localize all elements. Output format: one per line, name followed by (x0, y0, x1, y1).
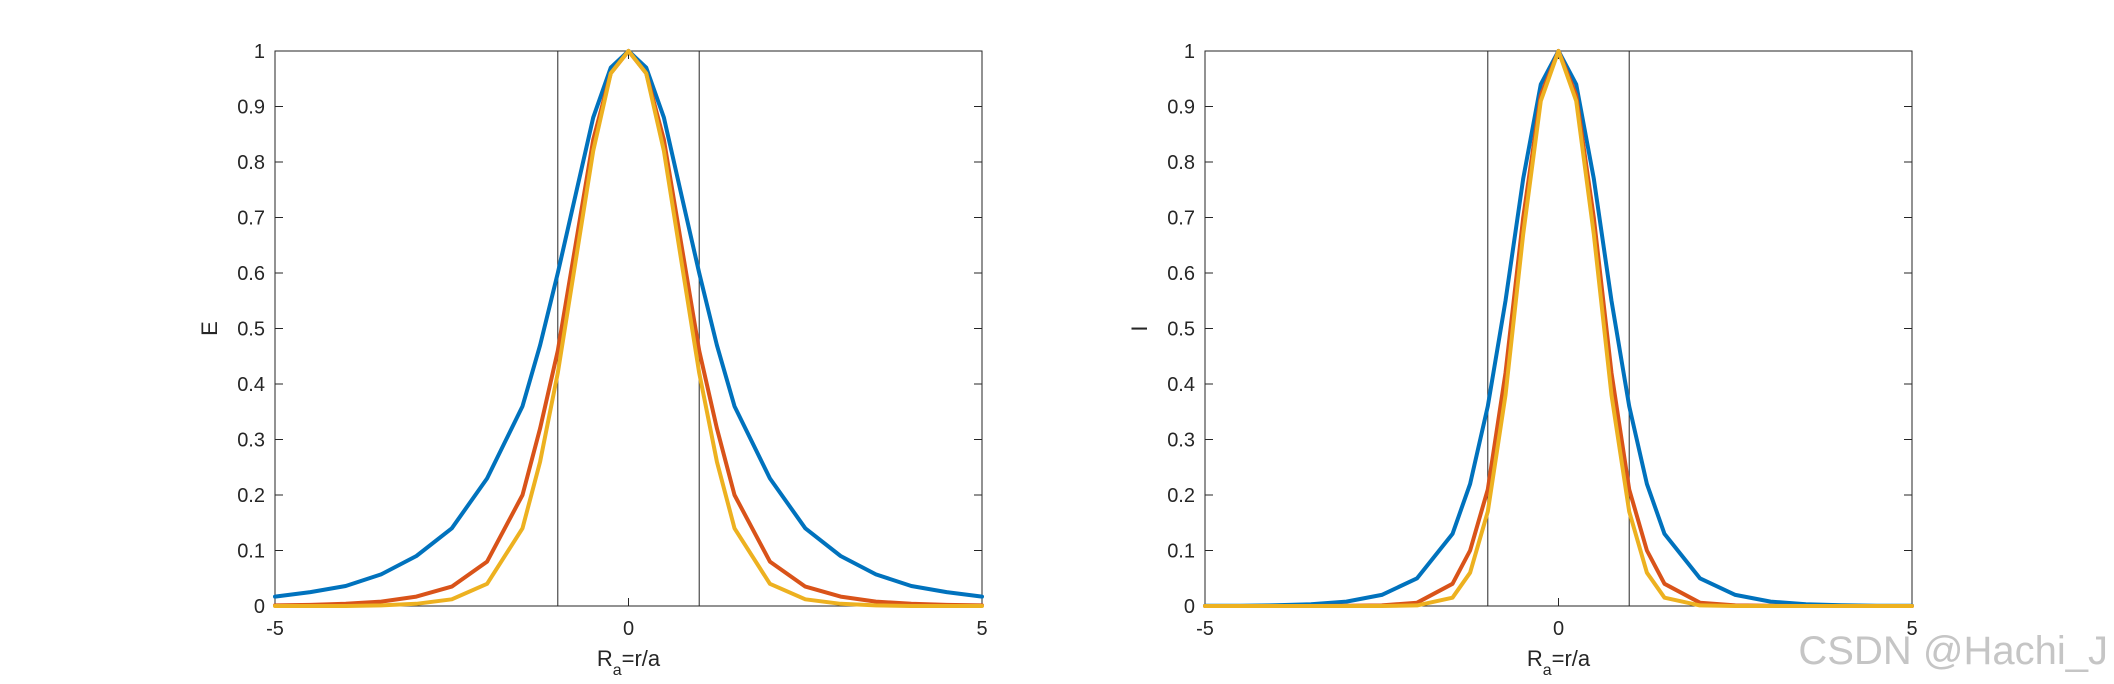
series-line-2 (1203, 49, 1914, 608)
x-tick-label: -5 (266, 618, 284, 640)
y-tick-label: 1 (1184, 41, 1195, 63)
y-tick-label: 0 (254, 596, 265, 618)
x-axis-label-subscript: a (613, 662, 622, 679)
y-tick-label: 0.4 (237, 374, 265, 396)
x-tick-label: 5 (1906, 618, 1917, 640)
y-tick-label: 0.9 (1167, 97, 1195, 119)
y-tick-label: 0.5 (237, 319, 265, 341)
y-axis-label: E (197, 321, 222, 336)
y-tick-label: 0.9 (237, 97, 265, 119)
y-tick-label: 0.7 (1167, 208, 1195, 230)
y-tick-label: 0.6 (237, 263, 265, 285)
x-tick-label: 0 (623, 618, 634, 640)
series-line-3 (1203, 49, 1914, 608)
x-tick-label: -5 (1196, 618, 1214, 640)
series-line-1 (1203, 49, 1914, 608)
y-tick-label: 0.3 (1167, 430, 1195, 452)
x-axis-label: Ra=r/a (1527, 646, 1591, 679)
y-tick-label: 0.5 (1167, 319, 1195, 341)
x-axis-label-main: R (1527, 646, 1543, 671)
x-tick-label: 0 (1553, 618, 1564, 640)
y-tick-label: 1 (254, 41, 265, 63)
x-axis-label-rest: =r/a (1552, 646, 1591, 671)
x-axis-label-rest: =r/a (622, 646, 661, 671)
y-tick-label: 0.3 (237, 430, 265, 452)
axes-box (1204, 50, 1913, 607)
y-tick-label: 0.2 (1167, 485, 1195, 507)
y-tick-label: 0.8 (1167, 152, 1195, 174)
y-tick-label: 0 (1184, 596, 1195, 618)
series-line-3 (273, 49, 984, 608)
series-line-2 (273, 49, 984, 608)
y-tick-label: 0.1 (1167, 541, 1195, 563)
y-tick-label: 0.8 (237, 152, 265, 174)
x-tick-label: 5 (976, 618, 987, 640)
series-line-1 (273, 49, 984, 599)
y-axis-label: I (1127, 325, 1152, 331)
chart-panel-1: 00.10.20.30.40.50.60.70.80.91-5 0 5Ra=r/aE (197, 41, 988, 679)
y-tick-label: 0.4 (1167, 374, 1195, 396)
x-axis-label-subscript: a (1543, 662, 1552, 679)
y-tick-label: 0.6 (1167, 263, 1195, 285)
y-tick-label: 0.1 (237, 541, 265, 563)
chart-panel-2: 00.10.20.30.40.50.60.70.80.91-5 0 5Ra=r/aI (1127, 41, 1918, 679)
y-tick-label: 0.2 (237, 485, 265, 507)
y-tick-label: 0.7 (237, 208, 265, 230)
axes-box (274, 50, 983, 607)
x-axis-label-main: R (597, 646, 613, 671)
x-axis-label: Ra=r/a (597, 646, 661, 679)
watermark-text: CSDN @Hachi_J (1798, 629, 2108, 673)
